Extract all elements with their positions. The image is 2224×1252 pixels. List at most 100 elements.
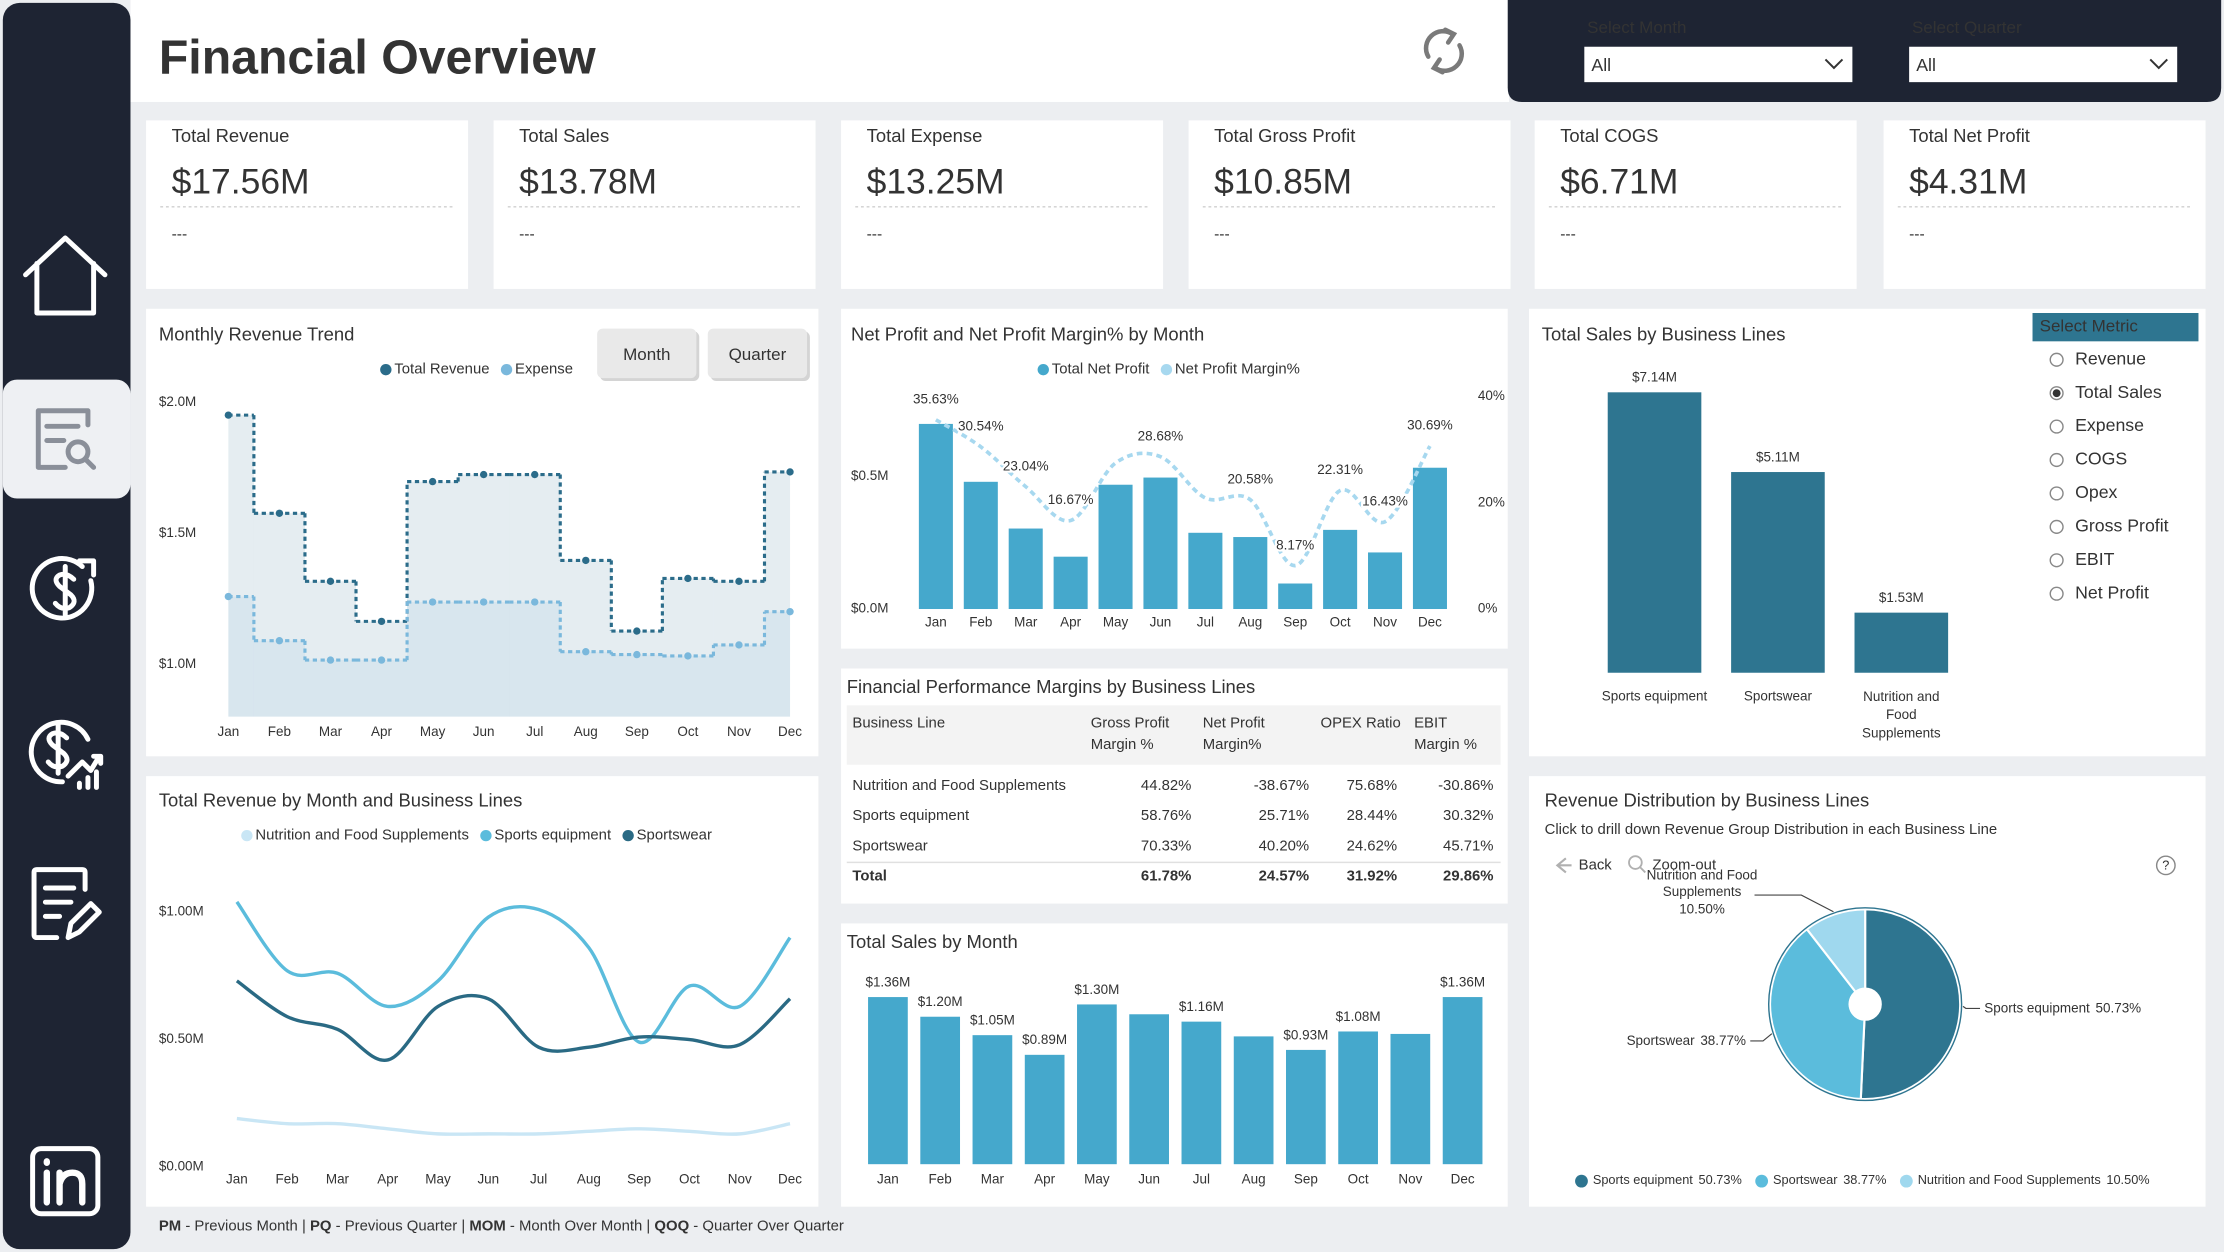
value-label: $5.11M xyxy=(1756,449,1800,464)
slicer-option[interactable]: COGS xyxy=(2049,449,2127,469)
table-cell: 24.57% xyxy=(1259,868,1309,884)
x-tick-label: Jan xyxy=(925,615,947,630)
x-tick-label: Mar xyxy=(1014,615,1038,630)
slicer-option[interactable]: Total Sales xyxy=(2049,382,2162,402)
kpi-card xyxy=(1883,120,2206,289)
x-tick-label: Jan xyxy=(217,724,239,739)
zoom-out-control[interactable]: Zoom-out xyxy=(1628,855,1717,873)
x-tick-label: Jun xyxy=(473,724,495,739)
toggle-button[interactable]: Quarter xyxy=(707,328,810,381)
area-step xyxy=(253,513,305,717)
slicer-option[interactable]: Net Profit xyxy=(2049,582,2149,602)
series-line xyxy=(236,1116,791,1136)
kpi-note: --- xyxy=(1560,226,1576,243)
area-step xyxy=(764,471,791,717)
y-tick-label: $1.00M xyxy=(159,904,204,919)
legend-label: Total Revenue xyxy=(394,362,489,378)
kpi-card xyxy=(1188,120,1511,289)
dropdown-chevron xyxy=(2149,58,2168,70)
bar xyxy=(1024,1054,1065,1165)
slicer-header xyxy=(2032,313,2199,342)
slicer-option[interactable]: Opex xyxy=(2049,482,2118,502)
series-line xyxy=(235,900,792,1044)
kpi-value: $4.31M xyxy=(1909,161,2027,201)
radio xyxy=(2049,419,2064,434)
legend-label: Sportswear 38.77% xyxy=(1773,1173,1887,1188)
radio xyxy=(2049,519,2064,534)
cycle-arrow xyxy=(76,558,97,578)
legend-marker xyxy=(380,363,392,376)
bar xyxy=(1053,556,1088,610)
doc-lines xyxy=(44,423,81,443)
slicer-option[interactable]: EBIT xyxy=(2049,549,2115,569)
nav-growth[interactable] xyxy=(28,719,104,790)
home-icon xyxy=(23,235,108,316)
x-tick-label: Jan xyxy=(877,1171,899,1186)
point xyxy=(735,641,743,649)
sidebar xyxy=(2,2,131,1250)
data-label: Sports equipment 50.73% xyxy=(1984,1000,2141,1015)
nav-analysis[interactable] xyxy=(35,408,97,470)
toggle-button[interactable]: Month xyxy=(597,328,700,381)
nav-home[interactable] xyxy=(23,235,108,316)
point xyxy=(377,656,386,664)
kpi-title: Total COGS xyxy=(1560,125,1658,146)
value-label: $1.53M xyxy=(1879,590,1924,605)
x-tick-label: Jan xyxy=(226,1171,248,1186)
filter-dropdown[interactable]: All xyxy=(1909,46,2178,83)
radio xyxy=(2049,586,2064,601)
kpi-value: $6.71M xyxy=(1560,161,1678,201)
refresh-icon[interactable] xyxy=(1423,27,1465,75)
x-tick-label: Jul xyxy=(530,1171,547,1186)
point xyxy=(479,598,488,606)
filter-dropdown[interactable]: All xyxy=(1584,46,1853,83)
pie-slice[interactable] xyxy=(1805,908,1867,994)
legend-value: 50.73% xyxy=(1699,1173,1742,1188)
area-step xyxy=(253,640,305,717)
legend-label: Expense xyxy=(515,362,573,378)
nav-notes[interactable] xyxy=(31,867,102,941)
area-step xyxy=(764,611,791,717)
help-button[interactable]: ? xyxy=(2155,855,2176,876)
radio-dot xyxy=(2052,389,2061,398)
area-step xyxy=(509,602,561,717)
x-tick-label: Dec xyxy=(1451,1171,1475,1186)
button-label: Month xyxy=(623,345,670,364)
dropdown-value: All xyxy=(1916,55,1936,75)
nav-finance[interactable] xyxy=(29,556,97,621)
pie-slice[interactable] xyxy=(1859,908,1962,1101)
table-cell: 45.71% xyxy=(1443,838,1493,854)
x-tick-label: Aug xyxy=(577,1171,601,1186)
pie-slice[interactable] xyxy=(1769,927,1866,1101)
x-tick-label: Nov xyxy=(727,724,751,739)
slicer-option-label: Expense xyxy=(2075,415,2144,435)
legend-value: 10.50% xyxy=(2106,1173,2149,1188)
slicer-option[interactable]: Revenue xyxy=(2049,348,2146,368)
legend-label: Nutrition and Food Supplements xyxy=(255,828,469,844)
area-step xyxy=(662,578,714,717)
nav-linkedin[interactable] xyxy=(30,1146,101,1217)
kpi-card xyxy=(841,120,1164,289)
slicer-option[interactable]: Expense xyxy=(2049,415,2144,435)
bar xyxy=(868,997,908,1165)
x-tick-label: Apr xyxy=(1034,1171,1055,1186)
kpi-note: --- xyxy=(1214,226,1230,243)
area-step xyxy=(304,660,357,717)
x-tick-label: Sep xyxy=(627,1171,651,1186)
note-icon xyxy=(31,867,88,941)
x-tick-label: Sep xyxy=(1283,615,1307,630)
table-cell: 31.92% xyxy=(1347,868,1397,884)
x-tick-label: Feb xyxy=(969,615,992,630)
kpi-value: $17.56M xyxy=(172,161,310,201)
value-label: 20.58% xyxy=(1227,471,1273,486)
point xyxy=(633,650,641,659)
back-control[interactable]: Back xyxy=(1555,857,1612,873)
x-tick-label: Nutrition and Food Supplements xyxy=(1862,688,1941,740)
help-ring xyxy=(2155,855,2176,876)
x-tick-label: May xyxy=(1103,615,1129,630)
chart-title: Total Revenue by Month and Business Line… xyxy=(159,789,523,810)
data-label: Nutrition and Food Supplements 10.50% xyxy=(1647,867,1758,916)
slicer-option[interactable]: Gross Profit xyxy=(2049,516,2169,536)
bar xyxy=(1188,532,1223,610)
